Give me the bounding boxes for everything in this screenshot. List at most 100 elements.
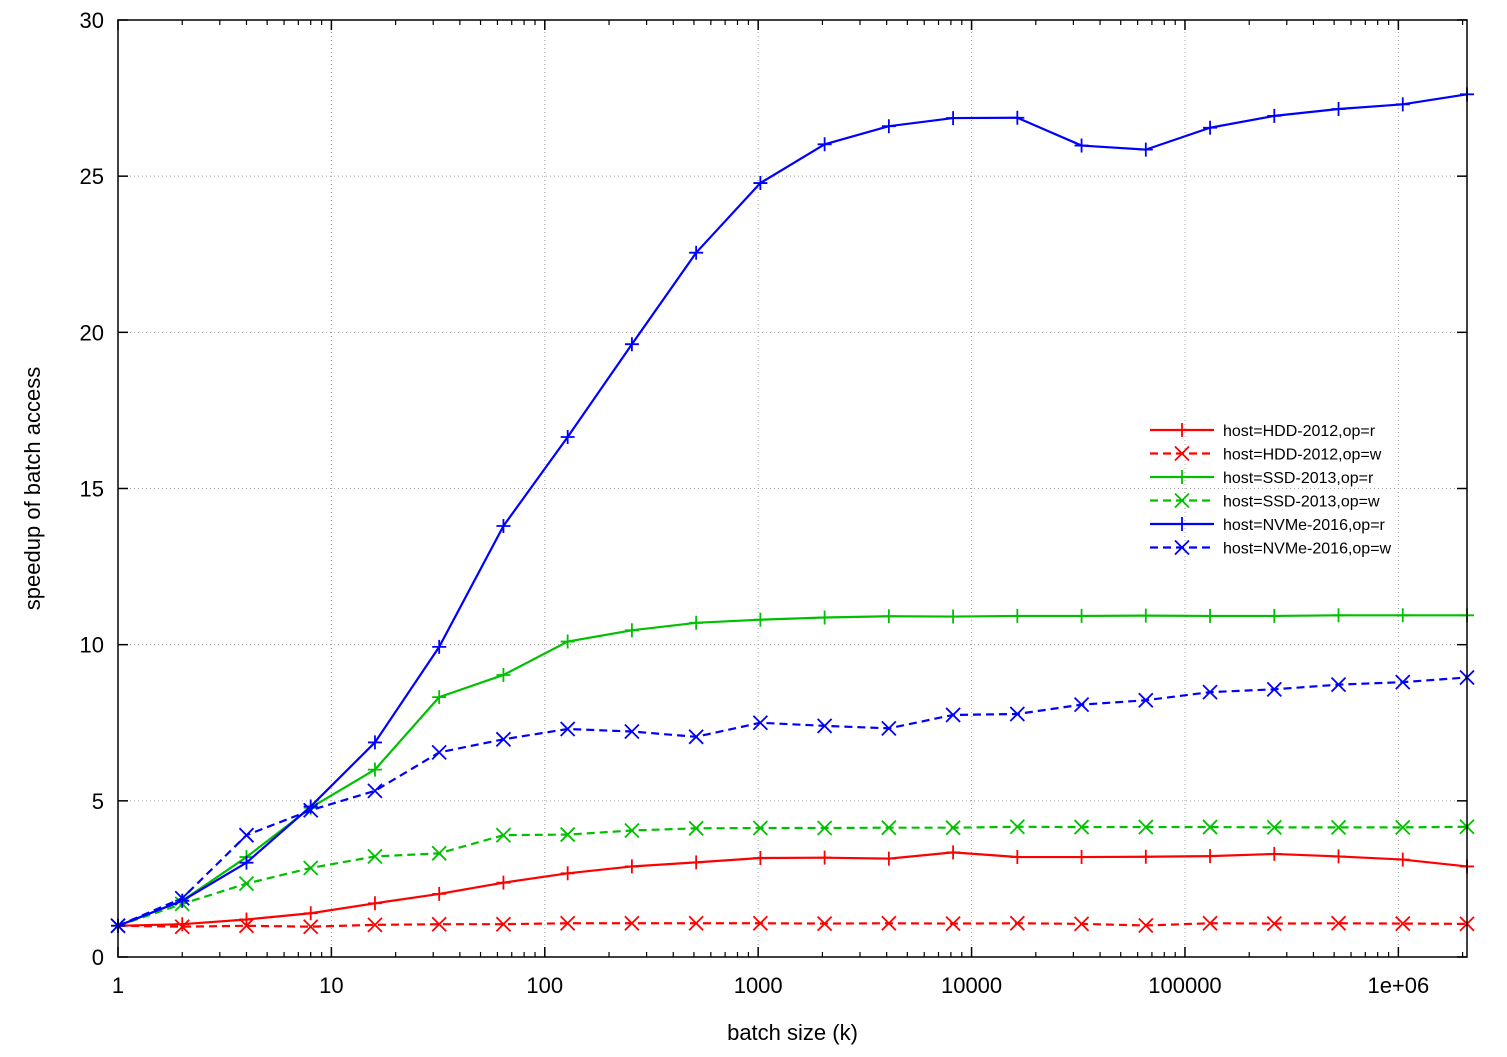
data-point: [1138, 608, 1153, 623]
data-point: [1074, 608, 1089, 623]
series-host-nvme-2016-op-r: [111, 87, 1474, 933]
data-point: [753, 612, 768, 627]
data-point: [432, 639, 447, 654]
data-point: [1267, 608, 1282, 623]
data-point: [881, 915, 897, 931]
legend: host=HDD-2012,op=r host=HDD-2012,op=w host…: [1150, 423, 1392, 558]
legend-label: host=HDD-2012,op=w: [1223, 447, 1382, 464]
data-point: [946, 609, 961, 624]
data-point: [496, 518, 511, 533]
series-line: [117, 922, 1468, 928]
x-tick-label: 1e+06: [1367, 973, 1429, 998]
data-point: [560, 826, 576, 843]
series-host-nvme-2016-op-w: [110, 669, 1475, 934]
data-point: [1395, 915, 1411, 932]
data-point: [496, 875, 511, 890]
data-point: [945, 915, 961, 932]
data-point: [432, 690, 447, 705]
series-line: [117, 93, 1468, 927]
legend-label: host=NVMe-2016,op=w: [1223, 541, 1392, 558]
legend-marker: [1174, 492, 1190, 509]
data-point: [367, 762, 382, 777]
y-tick-label: 0: [92, 945, 104, 970]
data-point: [1267, 846, 1282, 861]
data-point: [624, 822, 640, 839]
data-point: [303, 860, 319, 876]
data-point: [560, 634, 575, 649]
data-point: [881, 720, 897, 737]
data-point: [1331, 102, 1346, 117]
data-point: [688, 820, 704, 836]
series-host-hdd-2012-op-w: [110, 915, 1475, 935]
data-point: [1266, 681, 1282, 697]
y-tick-label: 20: [80, 320, 104, 345]
legend-label: host=HDD-2012,op=r: [1223, 423, 1376, 440]
data-point: [1266, 915, 1282, 932]
data-point: [495, 827, 512, 843]
x-tick-label: 1000: [734, 973, 783, 998]
legend-marker: [1174, 445, 1190, 462]
data-point: [303, 906, 318, 921]
data-point: [431, 916, 447, 932]
legend-label: host=SSD-2013,op=r: [1223, 470, 1374, 487]
legend-entry: host=HDD-2012,op=w: [1150, 445, 1382, 464]
data-point: [752, 715, 769, 731]
data-point: [946, 111, 961, 126]
x-tick-label: 10: [319, 973, 343, 998]
data-point: [175, 893, 190, 908]
data-point: [1331, 608, 1346, 623]
data-point: [1010, 850, 1025, 865]
data-point: [624, 915, 640, 931]
data-point: [1330, 915, 1347, 931]
data-point: [303, 919, 319, 935]
y-tick-label: 30: [80, 8, 104, 33]
data-point: [367, 917, 383, 933]
data-point: [367, 783, 383, 799]
data-point: [816, 718, 833, 734]
data-point: [238, 918, 255, 934]
data-point: [1073, 819, 1090, 835]
legend-marker: [1175, 517, 1189, 531]
data-point: [881, 609, 896, 624]
y-tick-label: 15: [80, 477, 104, 502]
data-point: [1009, 915, 1025, 931]
data-point: [1010, 608, 1025, 623]
data-point: [560, 866, 575, 881]
data-point: [238, 827, 255, 843]
y-tick-label: 25: [80, 164, 104, 189]
data-point: [367, 896, 382, 911]
data-point: [1074, 850, 1089, 865]
data-point: [1395, 97, 1410, 112]
data-point: [238, 875, 255, 892]
legend-entry: host=NVMe-2016,op=w: [1150, 539, 1392, 558]
legend-entry: host=SSD-2013,op=w: [1150, 492, 1380, 511]
series-line: [117, 614, 1467, 927]
x-tick-label: 100: [526, 973, 563, 998]
data-point: [689, 855, 704, 870]
data-point: [1395, 608, 1410, 623]
data-point: [1138, 819, 1154, 835]
data-point: [431, 845, 447, 861]
y-tick-label: 5: [92, 789, 104, 814]
data-point: [688, 729, 704, 745]
data-point: [1202, 684, 1218, 700]
data-point: [1138, 917, 1154, 934]
data-point: [753, 176, 768, 191]
data-point: [945, 707, 961, 723]
legend-label: host=NVMe-2016,op=r: [1223, 517, 1386, 534]
data-point: [624, 337, 639, 352]
data-point: [945, 820, 961, 836]
data-point: [303, 802, 319, 818]
legend-entry: host=HDD-2012,op=r: [1150, 423, 1376, 440]
x-tick-label: 10000: [941, 973, 1002, 998]
data-point: [174, 919, 190, 935]
series-layer: [110, 87, 1475, 935]
series-line: [117, 676, 1468, 927]
data-point: [174, 890, 190, 906]
data-point: [495, 731, 512, 747]
data-point: [560, 721, 576, 737]
series-line: [117, 825, 1468, 927]
y-tick-label: 10: [80, 633, 104, 658]
